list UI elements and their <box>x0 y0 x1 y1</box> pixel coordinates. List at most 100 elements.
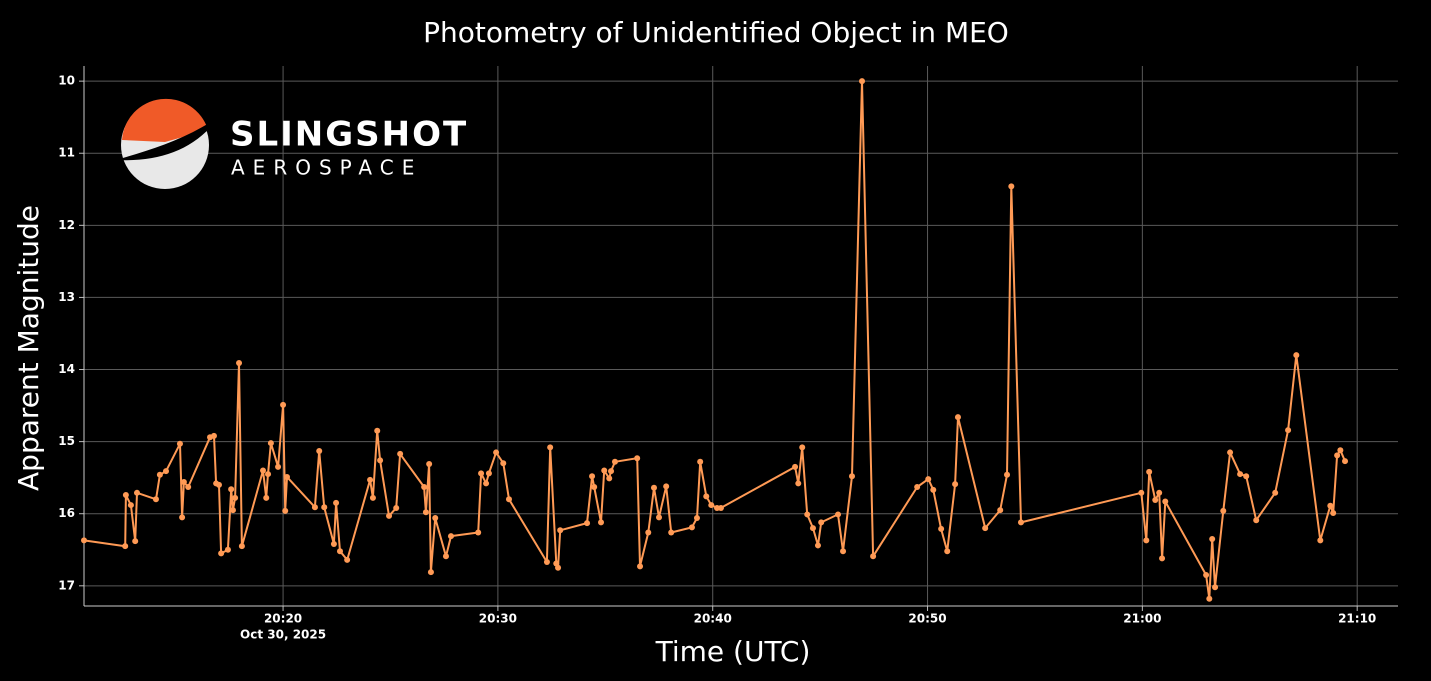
data-point <box>367 476 374 483</box>
data-point <box>265 471 272 478</box>
data-point <box>589 473 596 480</box>
y-tick-label: 11 <box>58 146 75 160</box>
y-tick-label: 17 <box>58 578 75 592</box>
y-tick-label: 13 <box>58 290 75 304</box>
data-point <box>693 515 700 522</box>
data-point <box>818 519 825 526</box>
data-point <box>275 463 282 470</box>
data-point <box>840 548 847 555</box>
data-point <box>543 559 550 566</box>
data-point <box>804 511 811 518</box>
data-point <box>1143 537 1150 544</box>
data-point <box>218 550 225 557</box>
data-point <box>634 455 641 462</box>
data-point <box>598 519 605 526</box>
data-point <box>1220 507 1227 514</box>
data-point <box>447 533 454 540</box>
data-point <box>330 540 337 547</box>
data-point <box>606 475 613 482</box>
data-point <box>637 563 644 570</box>
data-point <box>1285 427 1292 434</box>
data-point <box>478 470 485 477</box>
data-point <box>688 524 695 531</box>
data-point <box>215 481 222 488</box>
data-point <box>1138 489 1145 496</box>
data-point <box>591 484 598 491</box>
data-point <box>1253 517 1260 524</box>
data-point <box>493 449 500 456</box>
logo-name: SLINGSHOT <box>230 115 468 155</box>
data-point <box>426 460 433 467</box>
data-point <box>232 494 239 501</box>
data-point <box>122 491 129 498</box>
data-point <box>432 515 439 522</box>
data-point <box>185 484 192 491</box>
data-point <box>442 553 449 560</box>
data-point <box>316 447 323 454</box>
data-point <box>176 440 183 447</box>
data-point <box>280 401 287 408</box>
data-point <box>282 507 289 514</box>
data-point <box>1330 509 1337 516</box>
data-point <box>792 463 799 470</box>
data-point <box>421 484 428 491</box>
data-point <box>127 502 134 509</box>
data-point <box>224 546 231 553</box>
data-point <box>1146 468 1153 475</box>
data-point <box>944 548 951 555</box>
data-point <box>1152 497 1159 504</box>
data-point <box>1327 502 1334 509</box>
data-point <box>555 564 562 571</box>
data-point <box>848 473 855 480</box>
x-tick-label: 20:50 <box>908 612 946 626</box>
data-point <box>663 483 670 490</box>
data-point <box>1008 183 1015 190</box>
data-point <box>377 457 384 464</box>
data-point <box>179 514 186 521</box>
data-point <box>608 468 615 475</box>
data-point <box>386 512 393 519</box>
data-point <box>656 514 663 521</box>
data-point <box>914 484 921 491</box>
x-tick-label: 20:30 <box>479 612 517 626</box>
data-point <box>475 529 482 536</box>
data-point <box>344 556 351 563</box>
data-point <box>708 502 715 509</box>
data-point <box>795 480 802 487</box>
data-point <box>584 520 591 527</box>
data-point <box>1272 489 1279 496</box>
data-point <box>236 360 243 367</box>
y-axis-title: Apparent Magnitude <box>12 205 45 491</box>
data-point <box>835 511 842 518</box>
data-point <box>952 481 959 488</box>
data-point <box>210 432 217 439</box>
data-point <box>650 484 657 491</box>
data-point <box>703 493 710 500</box>
data-point <box>229 507 236 514</box>
data-point <box>311 504 318 511</box>
logo-swoosh <box>116 116 220 161</box>
data-point <box>1212 584 1219 591</box>
data-point <box>133 489 140 496</box>
data-point <box>336 548 343 555</box>
x-axis-title: Time (UTC) <box>655 635 811 668</box>
data-point <box>1293 352 1300 359</box>
data-point <box>1342 458 1349 465</box>
data-point <box>238 543 245 550</box>
x-tick-label: 20:20 <box>264 612 302 626</box>
data-point <box>982 525 989 532</box>
x-tick-label: 21:00 <box>1123 612 1161 626</box>
data-point <box>601 467 608 474</box>
data-point <box>374 427 381 434</box>
logo: SLINGSHOT AEROSPACE <box>116 98 468 189</box>
y-tick-label: 10 <box>58 74 75 88</box>
data-point <box>267 440 274 447</box>
data-point <box>321 504 328 511</box>
logo-tagline: AEROSPACE <box>231 156 422 180</box>
data-point <box>152 496 159 503</box>
data-point <box>668 529 675 536</box>
data-point <box>422 509 429 516</box>
data-point <box>505 496 512 503</box>
y-tick-label: 12 <box>58 218 75 232</box>
